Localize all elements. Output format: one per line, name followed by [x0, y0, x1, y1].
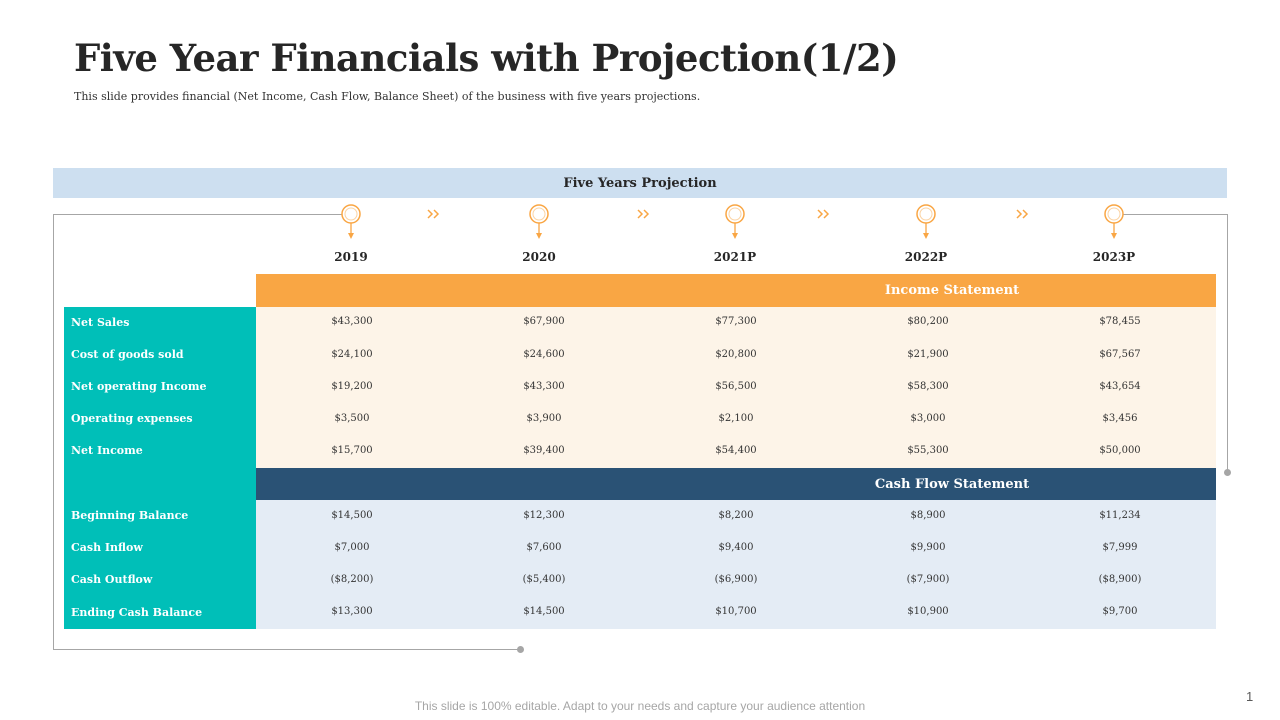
table-cell: $13,300	[331, 606, 373, 617]
table-cell: $58,300	[907, 381, 949, 392]
row-label: Beginning Balance	[71, 509, 189, 522]
table-cell: $15,700	[331, 445, 373, 456]
table-cell: $19,200	[331, 381, 373, 392]
table-cell: $9,700	[1102, 606, 1138, 617]
table-cell: $8,900	[910, 510, 946, 521]
year-header: 2019	[334, 250, 368, 264]
table-cell: $14,500	[331, 510, 373, 521]
table-cell: $12,300	[523, 510, 565, 521]
table-cell: ($7,900)	[906, 574, 950, 585]
row-label-column	[64, 307, 256, 629]
table-cell: $24,100	[331, 349, 373, 360]
row-label: Net operating Income	[71, 380, 207, 393]
year-header: 2021P	[713, 250, 757, 264]
table-cell: $43,654	[1099, 381, 1141, 392]
table-cell: ($8,900)	[1098, 574, 1142, 585]
table-cell: $67,567	[1099, 349, 1141, 360]
projection-band-label: Five Years Projection	[563, 175, 717, 191]
timeline-marker-icon	[529, 204, 549, 239]
table-cell: $77,300	[715, 316, 757, 327]
table-cell: $3,456	[1102, 413, 1138, 424]
timeline-decoration	[341, 204, 1124, 239]
table-cell: $3,500	[334, 413, 370, 424]
table-cell: $67,900	[523, 316, 565, 327]
frame-end-dot-bottom	[517, 646, 524, 653]
table-cell: $14,500	[523, 606, 565, 617]
row-label: Operating expenses	[71, 412, 193, 425]
table-cell: $7,600	[526, 542, 562, 553]
frame-end-dot-right	[1224, 469, 1231, 476]
timeline-marker-icon	[341, 204, 361, 239]
cash-flow-statement-header: Cash Flow Statement	[256, 468, 1216, 500]
table-cell: $3,000	[910, 413, 946, 424]
table-cell: $3,900	[526, 413, 562, 424]
timeline-marker-icon	[916, 204, 936, 239]
frame-left-line	[53, 214, 54, 650]
table-cell: $24,600	[523, 349, 565, 360]
table-cell: $21,900	[907, 349, 949, 360]
table-cell: $7,000	[334, 542, 370, 553]
income-statement-title: Income Statement	[884, 283, 1020, 298]
row-label: Net Sales	[71, 316, 130, 329]
cash-flow-statement-body	[256, 500, 1216, 629]
timeline-marker-icon	[1104, 204, 1124, 239]
year-header: 2020	[522, 250, 556, 264]
page-number: 1	[1246, 689, 1254, 704]
table-cell: $10,700	[715, 606, 757, 617]
year-header: 2022P	[904, 250, 948, 264]
table-cell: $9,900	[910, 542, 946, 553]
table-cell: $2,100	[718, 413, 754, 424]
table-cell: $43,300	[523, 381, 565, 392]
table-cell: $80,200	[907, 316, 949, 327]
table-cell: ($6,900)	[714, 574, 758, 585]
row-label: Ending Cash Balance	[71, 606, 203, 619]
row-label: Net Income	[71, 444, 143, 457]
table-cell: $9,400	[718, 542, 754, 553]
double-chevron-right-icon	[427, 209, 440, 219]
table-cell: ($5,400)	[522, 574, 566, 585]
timeline-marker-icon	[725, 204, 745, 239]
year-header: 2023P	[1092, 250, 1136, 264]
frame-right-line	[1227, 214, 1228, 472]
table-cell: $11,234	[1099, 510, 1141, 521]
income-statement-body	[256, 307, 1216, 468]
cash-flow-statement-title: Cash Flow Statement	[874, 477, 1030, 492]
row-label: Cash Outflow	[71, 573, 153, 586]
slide-title: Five Year Financials with Projection(1/2…	[74, 36, 899, 80]
table-cell: $20,800	[715, 349, 757, 360]
table-cell: $50,000	[1099, 445, 1141, 456]
table-cell: $7,999	[1102, 542, 1138, 553]
table-cell: $8,200	[718, 510, 754, 521]
frame-top-right-line	[1122, 214, 1228, 215]
projection-band: Five Years Projection	[53, 168, 1227, 198]
table-cell: $10,900	[907, 606, 949, 617]
table-cell: $55,300	[907, 445, 949, 456]
slide-subtitle: This slide provides financial (Net Incom…	[74, 90, 701, 103]
income-statement-header: Income Statement	[256, 274, 1216, 307]
double-chevron-right-icon	[637, 209, 650, 219]
double-chevron-right-icon	[817, 209, 830, 219]
double-chevron-right-icon	[1016, 209, 1029, 219]
row-label: Cost of goods sold	[71, 348, 184, 361]
table-cell: ($8,200)	[330, 574, 374, 585]
frame-top-left-line	[53, 214, 343, 215]
table-cell: $78,455	[1099, 316, 1141, 327]
table-cell: $56,500	[715, 381, 757, 392]
footer-note: This slide is 100% editable. Adapt to yo…	[414, 699, 866, 713]
row-label: Cash Inflow	[71, 541, 143, 554]
frame-bottom-line	[53, 649, 521, 650]
table-cell: $43,300	[331, 316, 373, 327]
table-cell: $39,400	[523, 445, 565, 456]
table-cell: $54,400	[715, 445, 757, 456]
